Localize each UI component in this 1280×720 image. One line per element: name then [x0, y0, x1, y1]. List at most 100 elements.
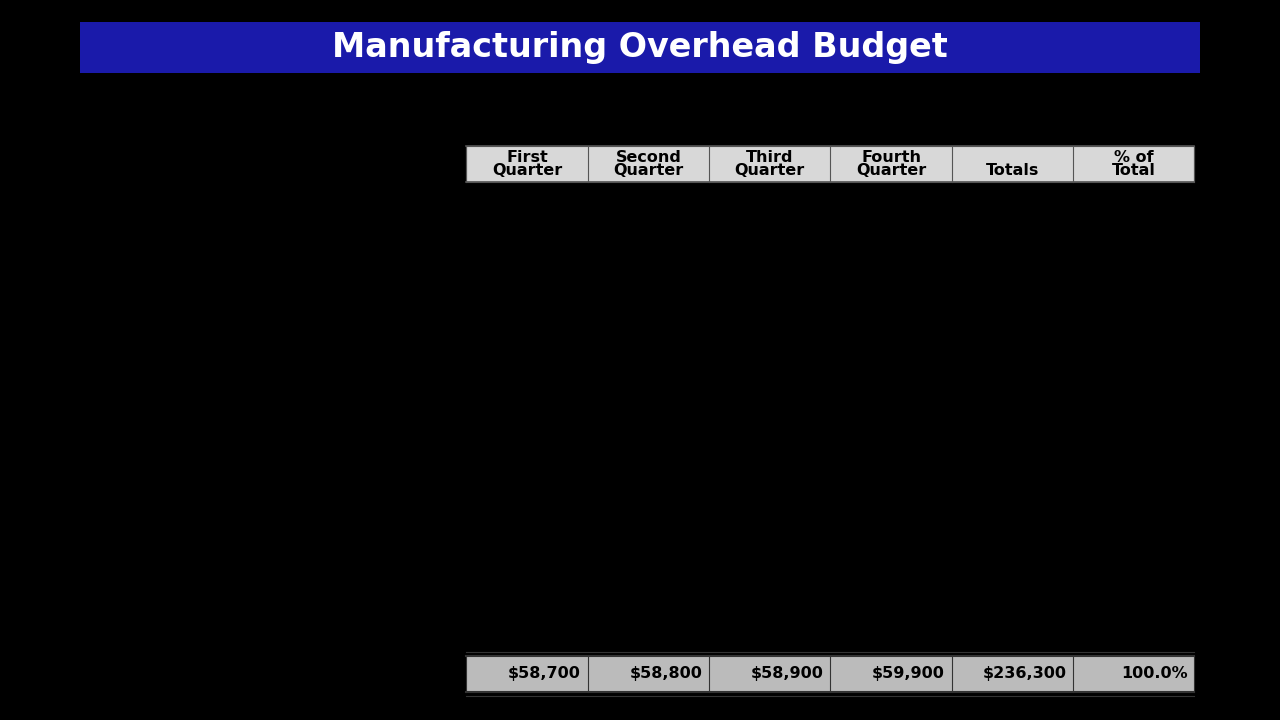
Text: Total: Total	[1112, 163, 1156, 178]
Text: 4,000: 4,000	[1020, 412, 1066, 426]
Text: 2,900: 2,900	[535, 338, 581, 354]
Text: Depreciation, Machinery: Depreciation, Machinery	[159, 485, 355, 499]
Text: 2,900: 2,900	[900, 338, 945, 354]
Text: 8.5%: 8.5%	[1147, 521, 1188, 536]
Text: 1,200: 1,200	[900, 375, 945, 390]
Text: 2.0%: 2.0%	[1147, 448, 1188, 463]
Text: 1,000: 1,000	[657, 412, 703, 426]
Text: For the Year ended 12/31/2009: For the Year ended 12/31/2009	[484, 95, 796, 113]
Text: Factory Rent: Factory Rent	[159, 521, 259, 536]
Text: 50,400: 50,400	[1011, 230, 1066, 244]
Text: 1,200: 1,200	[778, 375, 824, 390]
Text: Other: Other	[159, 593, 204, 608]
Text: 3,300: 3,300	[778, 557, 824, 572]
Text: 2,900: 2,900	[778, 338, 824, 354]
Text: 3,100: 3,100	[535, 485, 581, 499]
Text: Quarter: Quarter	[735, 163, 805, 178]
Text: 1,200: 1,200	[900, 448, 945, 463]
Text: $58,900: $58,900	[751, 666, 824, 681]
Text: $236,300: $236,300	[982, 666, 1066, 681]
Text: 3,300: 3,300	[535, 557, 581, 572]
Text: 3,100: 3,100	[657, 485, 703, 499]
Text: Manufacturing Overhead Budget: Manufacturing Overhead Budget	[332, 30, 948, 63]
Text: 20,000: 20,000	[1011, 521, 1066, 536]
Text: 5,000: 5,000	[900, 521, 945, 536]
Text: 7,600: 7,600	[778, 266, 824, 281]
Text: 5,000: 5,000	[535, 521, 581, 536]
Text: Third: Third	[746, 150, 794, 166]
Text: 3,300: 3,300	[657, 557, 703, 572]
Text: 5.6%: 5.6%	[1147, 557, 1188, 572]
Text: 1,200: 1,200	[535, 448, 581, 463]
Text: Employee Benefits: Employee Benefits	[159, 266, 308, 281]
Text: 12,600: 12,600	[646, 230, 703, 244]
Text: 1,200: 1,200	[657, 448, 703, 463]
Text: 12,400: 12,400	[1010, 485, 1066, 499]
Text: Utilities Costs: Utilities Costs	[159, 338, 268, 354]
Bar	[79, 22, 1201, 73]
Text: 12,600: 12,600	[768, 230, 824, 244]
Text: $7,000: $7,000	[890, 193, 945, 208]
Text: Fourth: Fourth	[861, 150, 922, 166]
Text: Indirect Labor: Indirect Labor	[159, 230, 270, 244]
Text: 4,800: 4,800	[1020, 448, 1066, 463]
Text: 60,000: 60,000	[1011, 302, 1066, 318]
Text: 12,600: 12,600	[525, 230, 581, 244]
Text: Second: Second	[616, 150, 681, 166]
Text: $59,900: $59,900	[872, 666, 945, 681]
Text: 1,200: 1,200	[778, 448, 824, 463]
Text: 7,600: 7,600	[900, 266, 945, 281]
Text: 2,900: 2,900	[657, 338, 703, 354]
Text: First: First	[506, 150, 548, 166]
Text: Insurance: Insurance	[159, 448, 237, 463]
Text: Totals: Totals	[159, 666, 211, 681]
Text: 5,000: 5,000	[778, 521, 824, 536]
Text: Quarter: Quarter	[613, 163, 684, 178]
Text: 3,100: 3,100	[900, 485, 945, 499]
Text: 5,000: 5,000	[657, 521, 703, 536]
Text: Quarter: Quarter	[492, 163, 562, 178]
Text: 5.2%: 5.2%	[1147, 485, 1188, 499]
Text: 25.4%: 25.4%	[1137, 302, 1188, 318]
Text: $6,000: $6,000	[768, 193, 824, 208]
Text: 11,600: 11,600	[1010, 338, 1066, 354]
Text: Indirect Materials and Supplies: Indirect Materials and Supplies	[159, 193, 407, 208]
Text: 12.9%: 12.9%	[1137, 266, 1188, 281]
Bar	[466, 656, 1194, 692]
Text: Repairs and Maintenance: Repairs and Maintenance	[159, 557, 362, 572]
Text: $5,800: $5,800	[525, 193, 581, 208]
Text: 100.0%: 100.0%	[1121, 666, 1188, 681]
Text: 15,000: 15,000	[768, 302, 824, 318]
Text: 1.7%: 1.7%	[1147, 412, 1188, 426]
Text: 15,000: 15,000	[646, 302, 703, 318]
Text: $58,800: $58,800	[630, 666, 703, 681]
Text: Small Tools: Small Tools	[159, 375, 247, 390]
Text: 21.3%: 21.3%	[1137, 230, 1188, 244]
Text: 3,300: 3,300	[900, 557, 945, 572]
Text: 30,400: 30,400	[1011, 266, 1066, 281]
Text: $24,700: $24,700	[1001, 193, 1066, 208]
Text: Property Taxes: Property Taxes	[159, 412, 276, 426]
Text: 15,000: 15,000	[525, 302, 581, 318]
Text: $58,700: $58,700	[508, 666, 581, 681]
Text: 1,000: 1,000	[535, 412, 581, 426]
Text: Totals: Totals	[986, 163, 1039, 178]
Text: 12,600: 12,600	[890, 230, 945, 244]
Text: % of: % of	[1114, 150, 1153, 166]
Text: $5,900: $5,900	[646, 193, 703, 208]
Text: 1,000: 1,000	[900, 412, 945, 426]
Bar	[466, 146, 1194, 182]
Text: 1,200: 1,200	[535, 375, 581, 390]
Text: 2.0%: 2.0%	[1147, 375, 1188, 390]
Text: 1,200: 1,200	[657, 375, 703, 390]
Text: 4,800: 4,800	[1020, 375, 1066, 390]
Text: 7,600: 7,600	[535, 266, 581, 281]
Text: Manufacturing Supervision: Manufacturing Supervision	[159, 302, 374, 318]
Text: 13,200: 13,200	[1011, 557, 1066, 572]
Text: 15,000: 15,000	[890, 302, 945, 318]
Text: Quarter: Quarter	[856, 163, 927, 178]
Text: 10.5%: 10.5%	[1137, 193, 1188, 208]
Text: 4.9%: 4.9%	[1147, 338, 1188, 354]
Text: 3,100: 3,100	[778, 485, 824, 499]
Text: 1,000: 1,000	[778, 412, 824, 426]
